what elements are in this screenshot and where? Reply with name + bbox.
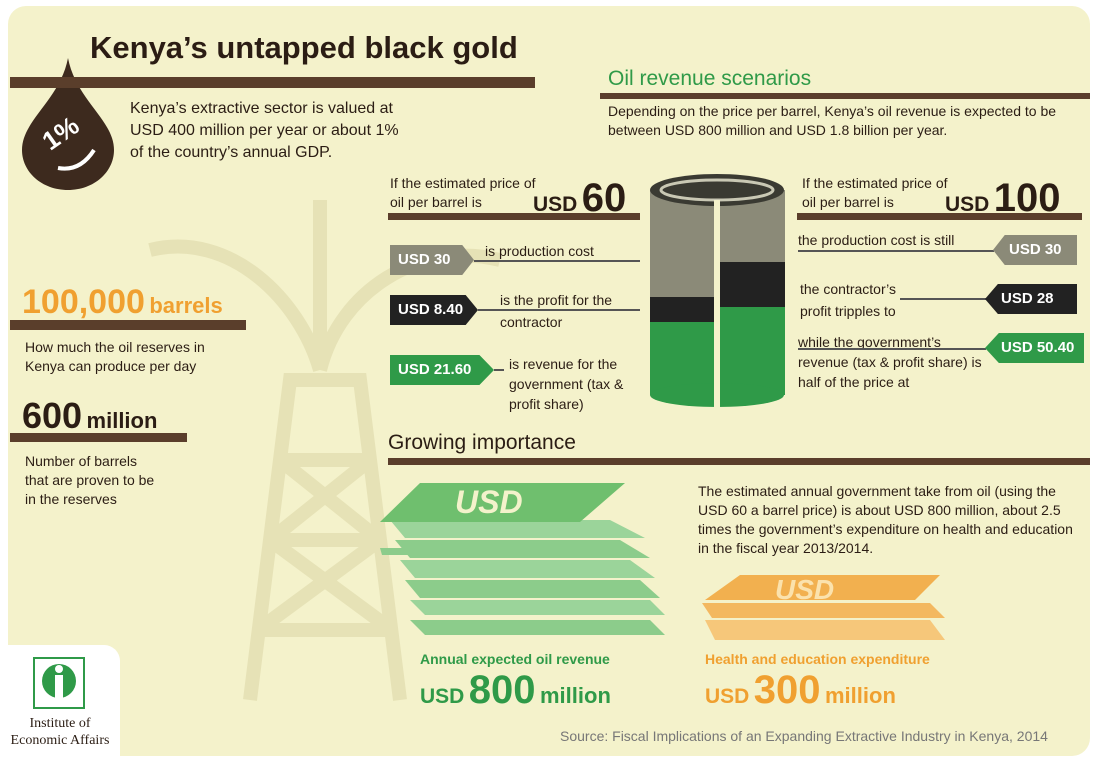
rule xyxy=(10,433,187,442)
price: USD 100 xyxy=(945,176,1061,221)
rule xyxy=(388,213,640,220)
leader xyxy=(900,298,986,300)
rule xyxy=(388,458,1090,465)
stat: 100,000 barrels xyxy=(22,283,223,322)
leader xyxy=(798,250,994,252)
price-value: 60 xyxy=(581,176,627,220)
amount: USD 300 million xyxy=(705,668,896,713)
stat-text: Number of barrels that are proven to be … xyxy=(25,453,155,507)
stat-unit: barrels xyxy=(149,293,223,318)
tag: USD 28 xyxy=(985,284,1077,314)
price-label: If the estimated price of oil per barrel… xyxy=(390,175,536,210)
item-text: is the profit for the contractor xyxy=(500,292,613,330)
currency: USD xyxy=(533,193,578,216)
derrick xyxy=(148,200,502,701)
logo-box: Institute of Economic Affairs xyxy=(0,645,120,762)
item-text: while the government’s revenue (tax & pr… xyxy=(798,334,982,390)
tag: USD 30 xyxy=(390,245,474,275)
stat-number: 600 xyxy=(22,395,83,436)
tag: USD 8.40 xyxy=(390,295,478,325)
stat-unit: million xyxy=(86,408,158,433)
item-text: the production cost is still xyxy=(798,232,955,248)
item-text: is production cost xyxy=(485,243,594,259)
amount-value: 300 xyxy=(753,668,821,712)
rule xyxy=(10,320,246,330)
amount-label: Health and education expenditure xyxy=(705,651,930,667)
green-bills xyxy=(380,483,665,635)
stat-number: 100,000 xyxy=(22,283,145,321)
orange-bills xyxy=(702,575,945,640)
stat-text: How much the oil reserves in Kenya can p… xyxy=(25,339,205,374)
stat: 600 million xyxy=(22,395,157,437)
amount-unit: million xyxy=(540,683,611,708)
tag: USD 50.40 xyxy=(985,333,1084,363)
leader xyxy=(494,369,504,371)
section-title: Growing importance xyxy=(388,431,576,454)
item-text: the contractor’s profit tripples to xyxy=(800,281,896,319)
currency: USD xyxy=(420,685,465,708)
bill-label: USD xyxy=(775,574,835,605)
logo-icon xyxy=(33,657,85,709)
intro-text: Kenya’s extractive sector is valued at U… xyxy=(130,100,399,161)
logo-text: Institute of Economic Affairs xyxy=(10,716,110,748)
leader xyxy=(798,348,986,350)
price-label: If the estimated price of oil per barrel… xyxy=(802,175,948,210)
tag: USD 21.60 xyxy=(390,355,494,385)
amount-value: 800 xyxy=(468,668,536,712)
amount: USD 800 million xyxy=(420,668,611,713)
barrel xyxy=(650,174,785,410)
amount-label: Annual expected oil revenue xyxy=(420,651,610,667)
source: Source: Fiscal Implications of an Expand… xyxy=(560,728,1048,744)
bill-label: USD xyxy=(455,484,523,520)
section-text: Depending on the price per barrel, Kenya… xyxy=(608,103,1057,138)
section-title: Oil revenue scenarios xyxy=(608,67,812,90)
rule xyxy=(600,93,1090,99)
price: USD 60 xyxy=(533,176,626,221)
item-text: is revenue for the government (tax & pro… xyxy=(509,356,624,412)
amount-unit: million xyxy=(825,683,896,708)
section-text: The estimated annual government take fro… xyxy=(698,483,1073,556)
rule xyxy=(797,213,1082,220)
currency: USD xyxy=(945,193,990,216)
leader xyxy=(474,260,640,262)
smile xyxy=(57,148,96,171)
price-value: 100 xyxy=(993,176,1061,220)
rule xyxy=(10,77,535,88)
leader xyxy=(478,309,640,311)
title: Kenya’s untapped black gold xyxy=(90,30,518,65)
tag: USD 30 xyxy=(993,235,1077,265)
currency: USD xyxy=(705,685,750,708)
